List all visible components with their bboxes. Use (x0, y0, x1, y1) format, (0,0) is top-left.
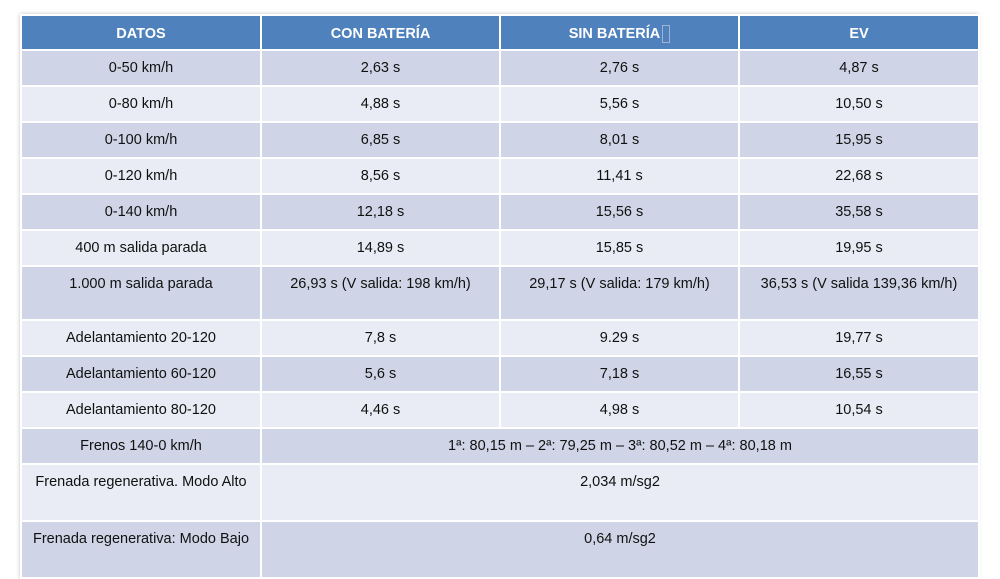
cell-ev: 19,95 s (738, 229, 980, 267)
row-label: 0-140 km/h (20, 193, 262, 231)
header-datos: DATOS (20, 14, 262, 51)
table-row: 0-50 km/h 2,63 s 2,76 s 4,87 s (20, 49, 980, 87)
table-frame: DATOS CON BATERÍA SIN BATERÍA EV 0-50 km… (20, 14, 980, 579)
cell-con-bateria: 4,46 s (260, 391, 501, 429)
header-sin-bateria: SIN BATERÍA (499, 14, 740, 51)
cell-con-bateria: 5,6 s (260, 355, 501, 393)
row-label: Frenos 140-0 km/h (20, 427, 262, 465)
cell-sin-bateria: 2,76 s (499, 49, 740, 87)
row-label: 0-50 km/h (20, 49, 262, 87)
cell-ev: 4,87 s (738, 49, 980, 87)
table-row: 0-80 km/h 4,88 s 5,56 s 10,50 s (20, 85, 980, 123)
cell-con-bateria: 12,18 s (260, 193, 501, 231)
header-row: DATOS CON BATERÍA SIN BATERÍA EV (20, 14, 980, 51)
row-label: 1.000 m salida parada (20, 265, 262, 321)
table-row: 0-140 km/h 12,18 s 15,56 s 35,58 s (20, 193, 980, 231)
table-row: Frenos 140-0 km/h 1ª: 80,15 m – 2ª: 79,2… (20, 427, 980, 465)
header-sin-bateria-label: SIN BATERÍA (568, 26, 661, 42)
cell-ev: 10,50 s (738, 85, 980, 123)
cell-sin-bateria: 15,85 s (499, 229, 740, 267)
cell-sin-bateria: 29,17 s (V salida: 179 km/h) (499, 265, 740, 321)
cell-sin-bateria: 15,56 s (499, 193, 740, 231)
row-label: Adelantamiento 60-120 (20, 355, 262, 393)
table-row: Frenada regenerativa. Modo Alto 2,034 m/… (20, 463, 980, 522)
row-label: Adelantamiento 80-120 (20, 391, 262, 429)
cell-sin-bateria: 7,18 s (499, 355, 740, 393)
table-row: Adelantamiento 20-120 7,8 s 9.29 s 19,77… (20, 319, 980, 357)
text-cursor-mark (662, 25, 671, 44)
row-label: 0-100 km/h (20, 121, 262, 159)
cell-con-bateria: 7,8 s (260, 319, 501, 357)
cell-sin-bateria: 9.29 s (499, 319, 740, 357)
row-label: Frenada regenerativa. Modo Alto (20, 463, 262, 522)
cell-con-bateria: 26,93 s (V salida: 198 km/h) (260, 265, 501, 321)
cell-ev: 10,54 s (738, 391, 980, 429)
cell-con-bateria: 8,56 s (260, 157, 501, 195)
cell-ev: 15,95 s (738, 121, 980, 159)
header-ev: EV (738, 14, 980, 51)
table-row: 400 m salida parada 14,89 s 15,85 s 19,9… (20, 229, 980, 267)
table-row: 1.000 m salida parada 26,93 s (V salida:… (20, 265, 980, 321)
cell-con-bateria: 6,85 s (260, 121, 501, 159)
table-row: Frenada regenerativa: Modo Bajo 0,64 m/s… (20, 520, 980, 579)
row-label: 400 m salida parada (20, 229, 262, 267)
cell-ev: 35,58 s (738, 193, 980, 231)
cell-sin-bateria: 5,56 s (499, 85, 740, 123)
cell-con-bateria: 4,88 s (260, 85, 501, 123)
row-label: Frenada regenerativa: Modo Bajo (20, 520, 262, 579)
table-row: 0-120 km/h 8,56 s 11,41 s 22,68 s (20, 157, 980, 195)
cell-ev: 36,53 s (V salida 139,36 km/h) (738, 265, 980, 321)
row-label: Adelantamiento 20-120 (20, 319, 262, 357)
merged-value-cell: 0,64 m/sg2 (260, 520, 980, 579)
table-row: Adelantamiento 60-120 5,6 s 7,18 s 16,55… (20, 355, 980, 393)
cell-sin-bateria: 4,98 s (499, 391, 740, 429)
data-table: DATOS CON BATERÍA SIN BATERÍA EV 0-50 km… (20, 14, 980, 579)
table-row: Adelantamiento 80-120 4,46 s 4,98 s 10,5… (20, 391, 980, 429)
table-row: 0-100 km/h 6,85 s 8,01 s 15,95 s (20, 121, 980, 159)
row-label: 0-80 km/h (20, 85, 262, 123)
cell-ev: 22,68 s (738, 157, 980, 195)
cell-sin-bateria: 8,01 s (499, 121, 740, 159)
merged-value-cell: 2,034 m/sg2 (260, 463, 980, 522)
cell-ev: 16,55 s (738, 355, 980, 393)
cell-con-bateria: 2,63 s (260, 49, 501, 87)
cell-con-bateria: 14,89 s (260, 229, 501, 267)
cell-sin-bateria: 11,41 s (499, 157, 740, 195)
row-label: 0-120 km/h (20, 157, 262, 195)
merged-value-cell: 1ª: 80,15 m – 2ª: 79,25 m – 3ª: 80,52 m … (260, 427, 980, 465)
header-con-bateria: CON BATERÍA (260, 14, 501, 51)
cell-ev: 19,77 s (738, 319, 980, 357)
